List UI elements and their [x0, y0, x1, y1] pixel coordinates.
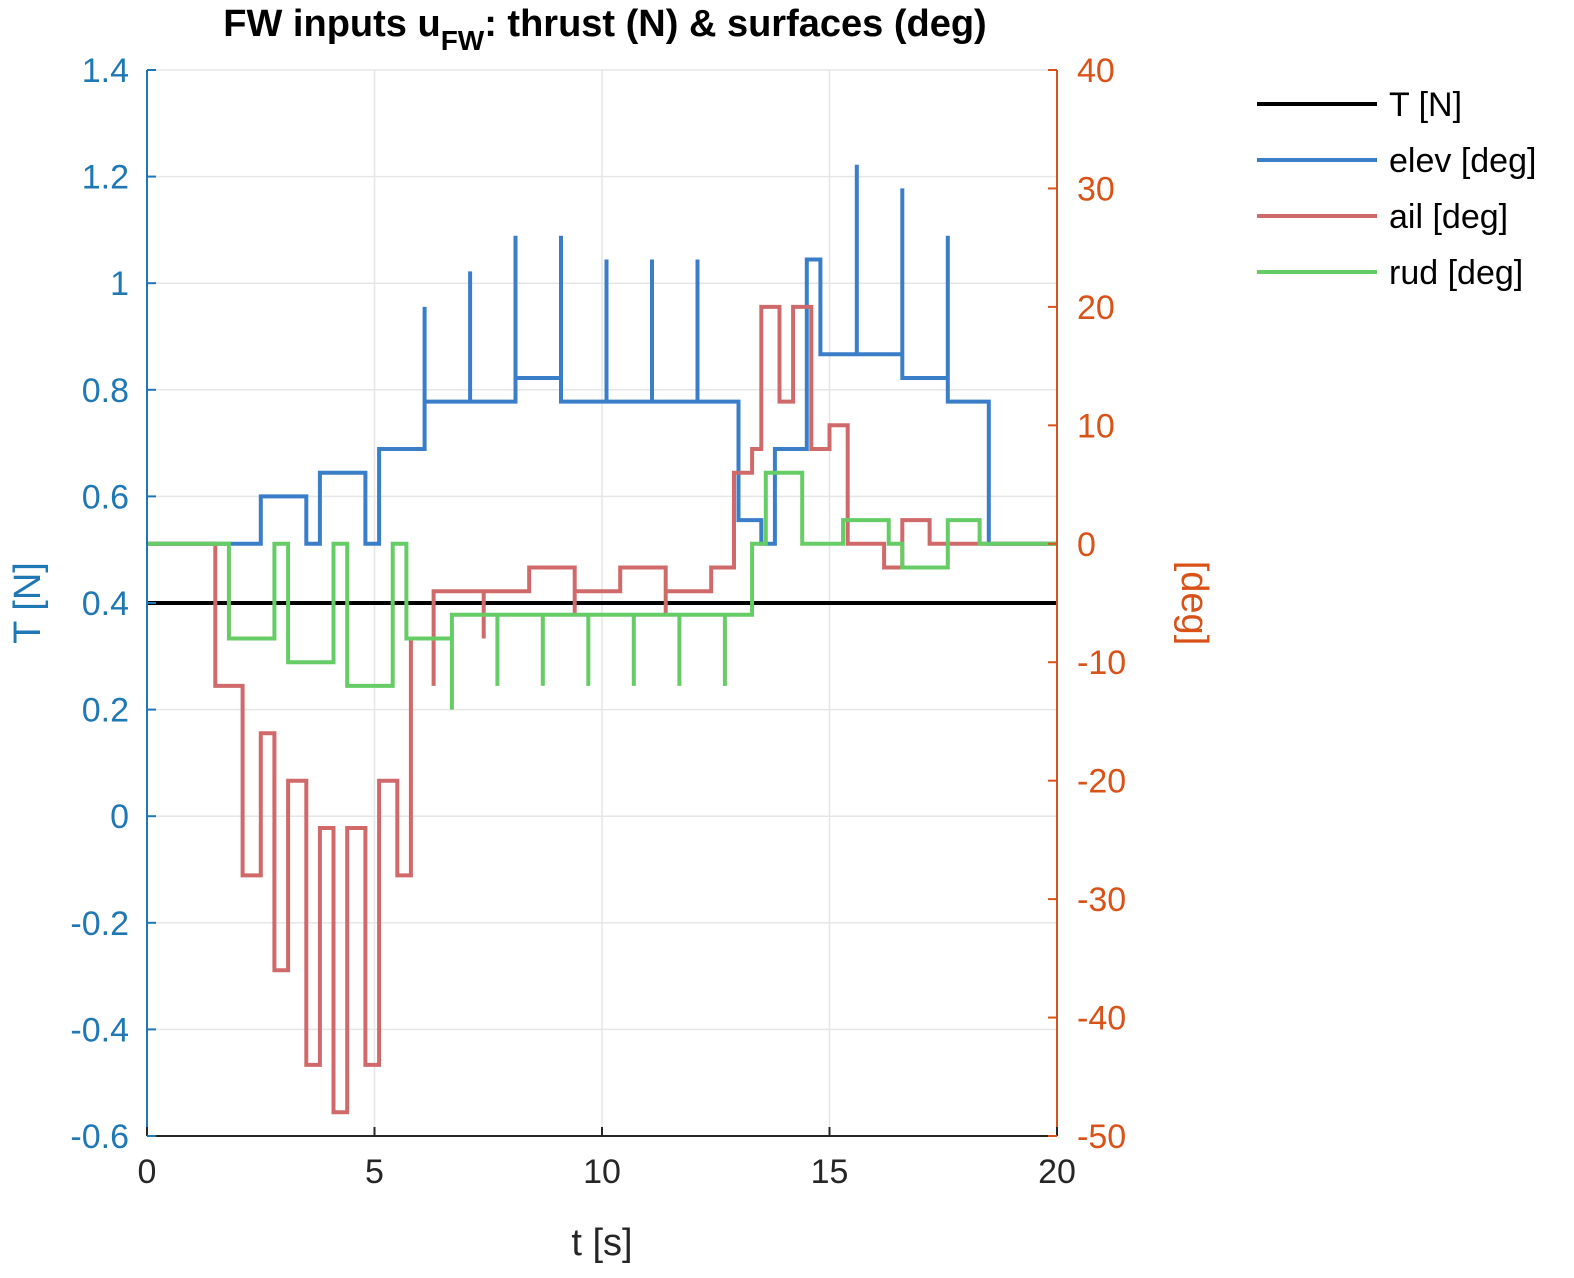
left-y-axis-label: T [N]	[7, 562, 49, 644]
axes: 0 5 10 15 20 -0.6 -0.4 -0.2 0 0.2 0.4 0.6 0.8 1 1.2 1.4…	[70, 52, 1126, 1191]
right-y-tick-label: -40	[1077, 1000, 1126, 1038]
chart-title-subscript: FW	[441, 25, 485, 56]
legend-label-elev: elev [deg]	[1389, 142, 1536, 180]
right-y-axis-label: [deg]	[1173, 561, 1215, 646]
legend: T [N] elev [deg] ail [deg] rud [deg]	[1257, 86, 1536, 292]
right-y-tick-label: -30	[1077, 881, 1126, 919]
series-line-elev	[147, 164, 1057, 546]
series-layer	[147, 164, 1057, 1115]
legend-label-rud: rud [deg]	[1389, 254, 1523, 292]
left-y-tick-label: -0.4	[70, 1011, 129, 1049]
left-y-tick-label: -0.6	[70, 1118, 129, 1156]
left-y-tick-label: 0.4	[82, 585, 129, 623]
right-y-tick-label: -50	[1077, 1118, 1126, 1156]
right-y-tick-label: 30	[1077, 170, 1115, 208]
x-axis-label: t [s]	[571, 1222, 632, 1264]
right-y-tick-label: -20	[1077, 763, 1126, 801]
left-y-tick-label: 1.4	[82, 52, 129, 90]
series-line-rud	[147, 470, 1057, 710]
left-y-tick-label: 1.2	[82, 159, 129, 197]
left-y-tick-label: -0.2	[70, 905, 129, 943]
right-y-tick-label: 40	[1077, 52, 1115, 90]
x-tick-label: 20	[1038, 1153, 1076, 1191]
x-tick-label: 0	[138, 1153, 157, 1191]
right-y-tick-label: 0	[1077, 526, 1096, 564]
right-y-tick-label: 10	[1077, 407, 1115, 445]
left-y-tick-label: 0.8	[82, 372, 129, 410]
left-y-tick-label: 0.2	[82, 692, 129, 730]
left-y-tick-label: 0.6	[82, 478, 129, 516]
chart-title: FW inputs uFW: thrust (N) & surfaces (de…	[223, 3, 986, 56]
x-tick-label: 5	[365, 1153, 384, 1191]
series-line-ail	[147, 304, 1057, 1115]
right-y-tick-label: -10	[1077, 644, 1126, 682]
x-tick-label: 10	[583, 1153, 621, 1191]
legend-label-ail: ail [deg]	[1389, 198, 1508, 236]
left-y-tick-label: 1	[110, 265, 129, 303]
chart-title-main: FW inputs u	[223, 3, 440, 45]
right-y-tick-label: 20	[1077, 289, 1115, 327]
legend-label-t: T [N]	[1389, 86, 1462, 124]
x-tick-label: 15	[811, 1153, 849, 1191]
chart-title-rest: : thrust (N) & surfaces (deg)	[484, 3, 986, 45]
left-y-tick-label: 0	[110, 798, 129, 836]
